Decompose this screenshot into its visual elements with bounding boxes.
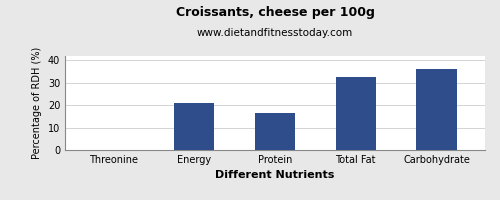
X-axis label: Different Nutrients: Different Nutrients	[216, 170, 334, 180]
Bar	[416, 69, 457, 150]
Bar	[336, 77, 376, 150]
Text: Croissants, cheese per 100g: Croissants, cheese per 100g	[176, 6, 374, 19]
Title: Croissants, cheese per 100g
www.dietandfitnesstoday.com: Croissants, cheese per 100g www.dietandf…	[0, 199, 1, 200]
Y-axis label: Percentage of RDH (%): Percentage of RDH (%)	[32, 47, 42, 159]
Text: www.dietandfitnesstoday.com: www.dietandfitnesstoday.com	[197, 28, 353, 38]
Bar	[255, 113, 295, 150]
Bar	[174, 103, 214, 150]
